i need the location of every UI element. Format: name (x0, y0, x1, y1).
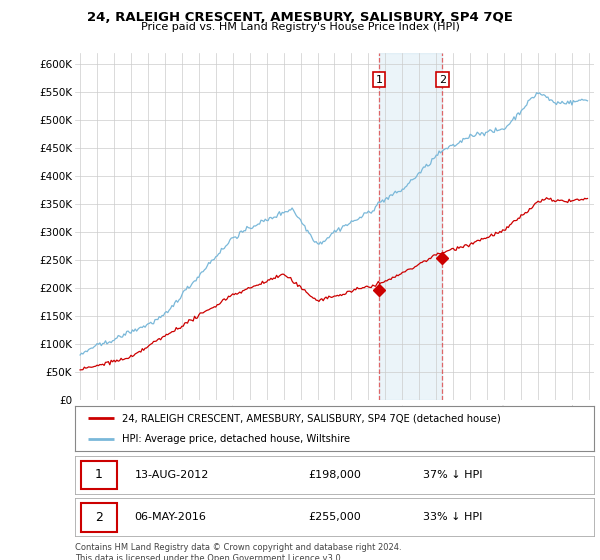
Text: 2: 2 (95, 511, 103, 524)
Text: 13-AUG-2012: 13-AUG-2012 (134, 470, 209, 480)
FancyBboxPatch shape (81, 460, 116, 489)
FancyBboxPatch shape (81, 503, 116, 532)
Text: £198,000: £198,000 (308, 470, 361, 480)
Text: 24, RALEIGH CRESCENT, AMESBURY, SALISBURY, SP4 7QE: 24, RALEIGH CRESCENT, AMESBURY, SALISBUR… (87, 11, 513, 24)
Text: £255,000: £255,000 (308, 512, 361, 522)
Text: Contains HM Land Registry data © Crown copyright and database right 2024.
This d: Contains HM Land Registry data © Crown c… (75, 543, 401, 560)
Text: 37% ↓ HPI: 37% ↓ HPI (423, 470, 482, 480)
Text: 33% ↓ HPI: 33% ↓ HPI (423, 512, 482, 522)
Text: 1: 1 (95, 468, 103, 482)
Text: 24, RALEIGH CRESCENT, AMESBURY, SALISBURY, SP4 7QE (detached house): 24, RALEIGH CRESCENT, AMESBURY, SALISBUR… (122, 413, 500, 423)
Text: Price paid vs. HM Land Registry's House Price Index (HPI): Price paid vs. HM Land Registry's House … (140, 22, 460, 32)
Text: HPI: Average price, detached house, Wiltshire: HPI: Average price, detached house, Wilt… (122, 433, 350, 444)
Text: 1: 1 (376, 74, 382, 85)
Text: 06-MAY-2016: 06-MAY-2016 (134, 512, 206, 522)
Text: 2: 2 (439, 74, 446, 85)
Bar (379, 53, 442, 400)
